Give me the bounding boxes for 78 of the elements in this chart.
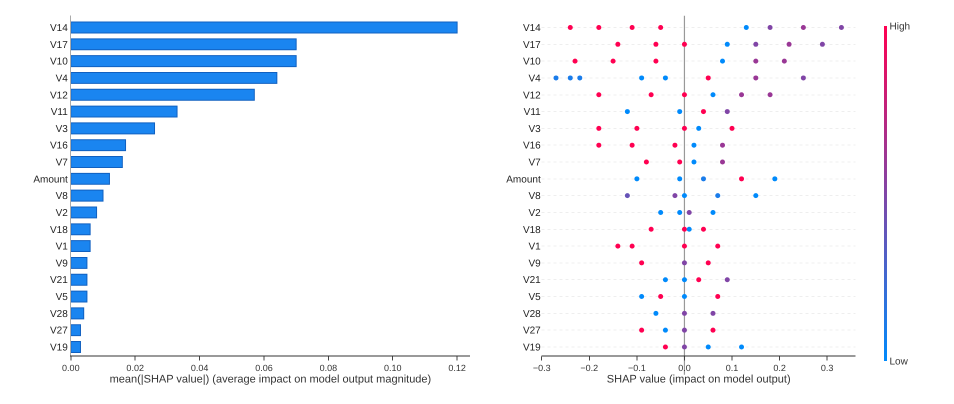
y-tick-label: V11 xyxy=(50,107,68,118)
text: High xyxy=(890,21,910,32)
x-tick-label: 0.04 xyxy=(190,363,208,374)
y-tick-label: V18 xyxy=(50,224,68,236)
bar xyxy=(70,106,178,118)
y-tick-label: V8 xyxy=(528,191,542,202)
y-tick-label: V12 xyxy=(522,90,542,102)
text: Low xyxy=(890,356,909,368)
y-tick-label: V17 xyxy=(522,40,542,51)
bar xyxy=(70,122,156,134)
y-tick-label: V7 xyxy=(56,158,68,169)
y-tick-label: V21 xyxy=(522,275,542,286)
x-axis-title: SHAP value (impact on model output) xyxy=(606,373,791,386)
x-tick-label: 0.08 xyxy=(320,363,338,374)
y-tick-label: V14 xyxy=(522,22,542,34)
bar xyxy=(70,256,88,269)
y-tick-label: V2 xyxy=(56,208,68,219)
x-tick-label: 0.12 xyxy=(448,363,466,374)
bar xyxy=(70,223,91,236)
y-tick-label: V5 xyxy=(528,292,542,304)
y-tick-label: V16 xyxy=(50,140,68,152)
bar xyxy=(70,307,84,320)
y-tick-label: V28 xyxy=(522,308,542,320)
y-tick-label: V3 xyxy=(528,124,542,135)
x-tick-label: 0.3 xyxy=(820,363,834,374)
y-tick-label: V27 xyxy=(50,326,68,337)
y-tick-label: V3 xyxy=(56,124,68,135)
x-tick-label: 0.1 xyxy=(726,363,738,374)
bar xyxy=(70,240,91,252)
bar xyxy=(70,206,98,218)
x-tick-label: −0.2 xyxy=(580,363,598,374)
y-tick-label: V14 xyxy=(50,22,68,34)
bar xyxy=(70,324,81,336)
bar xyxy=(70,156,123,168)
y-tick-label: V19 xyxy=(50,342,68,354)
y-tick-label: V1 xyxy=(528,242,542,253)
bar xyxy=(70,190,104,202)
y-tick-label: V19 xyxy=(522,342,542,354)
y-tick-label: V1 xyxy=(56,242,68,253)
y-tick-label: V2 xyxy=(528,208,542,219)
bar xyxy=(70,172,110,185)
y-tick-label: V12 xyxy=(50,90,68,102)
bar xyxy=(70,22,458,34)
y-tick-label: V10 xyxy=(50,56,68,68)
bar xyxy=(70,290,88,303)
y-tick-label: V5 xyxy=(56,292,68,304)
y-tick-label: V4 xyxy=(56,73,68,84)
bar xyxy=(70,274,88,286)
x-axis-title: mean(|SHAP value|) (average impact on model output magnitude) xyxy=(110,373,432,386)
x-tick-label: 0.00 xyxy=(62,363,80,374)
y-tick-label: V21 xyxy=(50,275,68,286)
y-tick-label: V8 xyxy=(56,191,68,202)
y-tick-label: V9 xyxy=(528,258,542,270)
bar xyxy=(70,38,297,50)
y-tick-label: V18 xyxy=(522,224,542,236)
x-tick-label: 0.02 xyxy=(126,363,144,374)
y-tick-label: V28 xyxy=(50,308,68,320)
y-tick-label: V4 xyxy=(528,73,542,84)
x-tick-label: 0.10 xyxy=(384,363,402,374)
bar xyxy=(70,341,81,353)
bar xyxy=(70,72,278,84)
y-tick-label: V16 xyxy=(522,140,542,152)
y-tick-label: V9 xyxy=(56,258,68,270)
x-tick-label: 0.06 xyxy=(255,363,273,374)
y-tick-label: V7 xyxy=(528,158,542,169)
bar xyxy=(70,88,255,101)
x-tick-label: 0.2 xyxy=(773,363,786,374)
y-tick-label: Amount xyxy=(506,174,541,186)
bar xyxy=(70,139,126,152)
y-tick-label: Amount xyxy=(33,174,68,186)
y-tick-label: V17 xyxy=(50,40,68,51)
bar xyxy=(70,55,297,68)
x-tick-label: −0.3 xyxy=(532,363,551,374)
y-tick-label: V11 xyxy=(524,107,542,118)
y-tick-label: V10 xyxy=(522,56,542,68)
y-tick-label: V27 xyxy=(522,326,542,337)
x-tick-label: −0.1 xyxy=(628,363,646,374)
x-tick-label: 0.0 xyxy=(678,363,691,374)
